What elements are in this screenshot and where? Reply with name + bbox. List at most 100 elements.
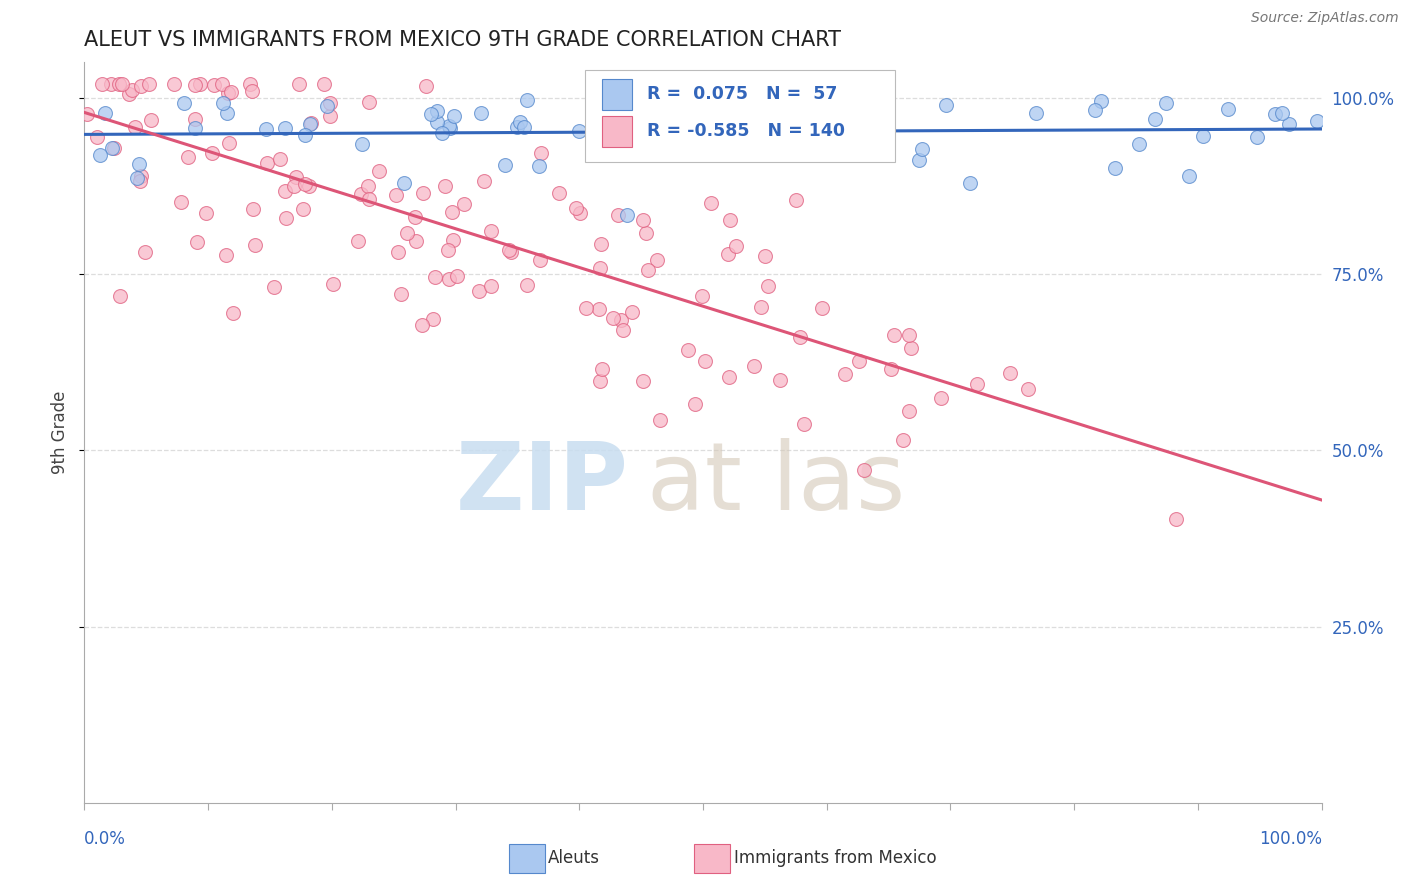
Point [468, 284, 491, 298]
Point [121, 83, 143, 97]
Point [437, 244, 460, 258]
Point [108, 288, 131, 302]
Point [188, 77, 211, 91]
Point [404, 210, 426, 224]
Point [222, 306, 245, 320]
Point [966, 376, 988, 391]
Point [911, 142, 934, 156]
Point [880, 362, 903, 376]
Point [124, 120, 146, 134]
Point [173, 96, 195, 111]
Point [299, 117, 322, 131]
Point [357, 178, 380, 193]
Point [294, 128, 316, 142]
Point [284, 170, 307, 185]
Point [602, 310, 624, 325]
Point [103, 140, 125, 154]
Point [616, 208, 638, 222]
Point [129, 169, 152, 184]
Point [717, 370, 740, 384]
Text: Aleuts: Aleuts [548, 849, 600, 867]
Point [1264, 107, 1286, 121]
Point [569, 206, 592, 220]
Point [387, 244, 409, 259]
Point [138, 77, 160, 91]
Point [319, 109, 342, 123]
Point [440, 204, 463, 219]
Point [527, 159, 550, 173]
Point [405, 234, 427, 248]
Point [785, 193, 807, 207]
Point [392, 176, 415, 190]
Point [1216, 102, 1239, 116]
Point [1090, 95, 1112, 109]
FancyBboxPatch shape [585, 70, 894, 162]
Point [319, 96, 342, 111]
Point [217, 87, 239, 101]
Point [516, 278, 538, 293]
Point [453, 197, 475, 211]
Point [612, 323, 634, 337]
Point [385, 187, 408, 202]
Point [367, 164, 389, 178]
Point [242, 202, 264, 216]
Point [441, 233, 464, 247]
Point [412, 186, 434, 200]
Point [548, 186, 571, 201]
Text: 100.0%: 100.0% [1258, 830, 1322, 847]
Point [420, 107, 443, 121]
Point [1246, 130, 1268, 145]
Point [312, 77, 335, 91]
FancyBboxPatch shape [695, 844, 730, 873]
Point [204, 78, 226, 92]
Point [959, 176, 981, 190]
Point [875, 108, 897, 122]
Point [263, 280, 285, 294]
Point [716, 131, 738, 145]
Point [437, 119, 460, 133]
Point [76, 107, 98, 121]
Point [793, 417, 815, 432]
Point [170, 194, 193, 209]
Text: Immigrants from Mexico: Immigrants from Mexico [734, 849, 936, 867]
Point [565, 201, 588, 215]
Point [195, 206, 218, 220]
Point [443, 109, 465, 123]
Point [389, 287, 412, 301]
Point [446, 269, 468, 284]
Point [201, 145, 224, 160]
FancyBboxPatch shape [602, 116, 633, 147]
FancyBboxPatch shape [509, 844, 544, 873]
Point [108, 77, 131, 91]
Point [215, 105, 238, 120]
Point [357, 192, 380, 206]
Text: R =  0.075   N =  57: R = 0.075 N = 57 [647, 86, 838, 103]
Point [891, 433, 914, 447]
Point [1017, 382, 1039, 396]
Point [292, 202, 315, 217]
Point [129, 174, 152, 188]
Point [211, 77, 233, 91]
Point [315, 99, 337, 113]
Text: R = -0.585   N = 140: R = -0.585 N = 140 [647, 122, 845, 140]
Point [298, 179, 321, 194]
Point [283, 179, 305, 194]
Point [683, 396, 706, 410]
Point [184, 112, 207, 126]
Point [186, 235, 208, 249]
Point [568, 124, 591, 138]
Point [134, 245, 156, 260]
Point [769, 116, 792, 130]
Point [212, 95, 235, 110]
Point [931, 392, 953, 406]
Text: 0.0%: 0.0% [84, 830, 127, 847]
Point [494, 158, 516, 172]
Point [430, 127, 453, 141]
Point [609, 312, 631, 326]
Point [439, 120, 461, 135]
Point [505, 120, 527, 134]
Point [437, 272, 460, 286]
Point [810, 301, 832, 315]
Point [1178, 169, 1201, 183]
Point [1104, 161, 1126, 175]
